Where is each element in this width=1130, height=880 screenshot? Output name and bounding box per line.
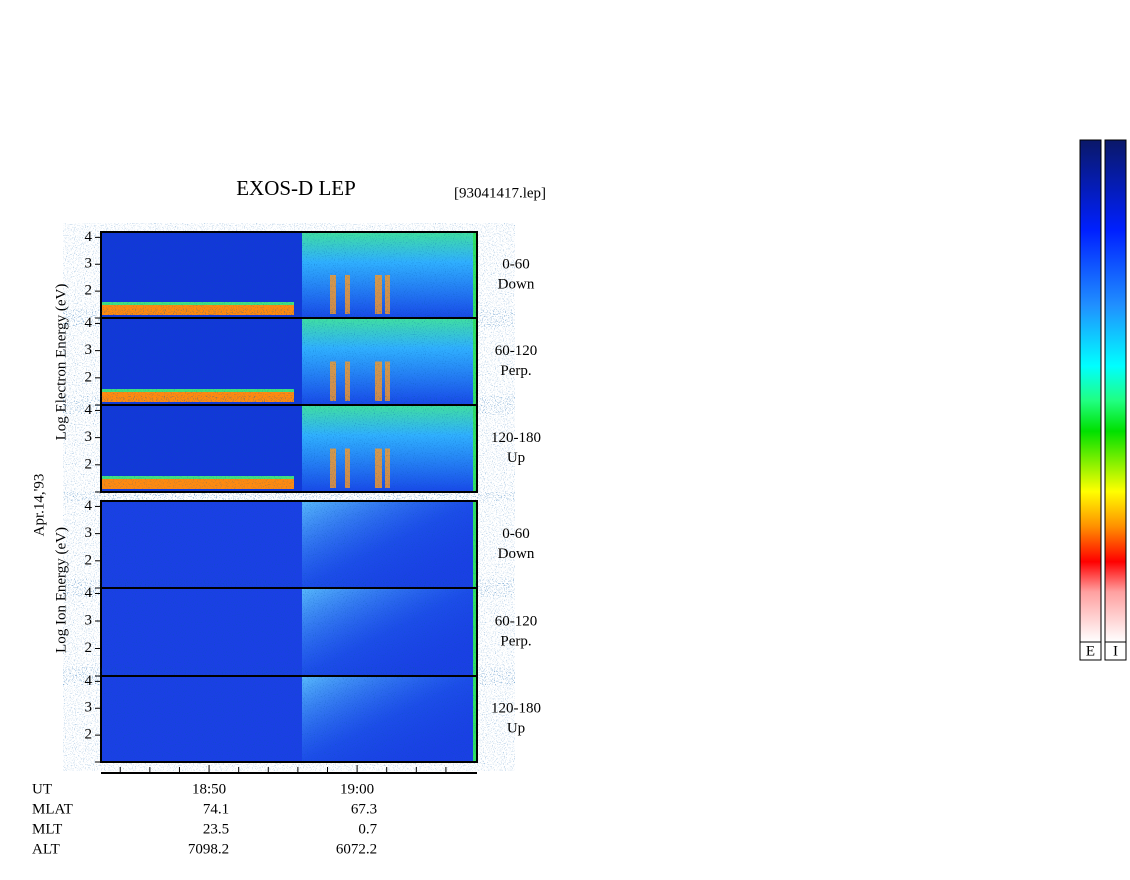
- orbit-label: MLT: [32, 821, 62, 837]
- spectrogram-noise: [101, 405, 477, 492]
- y-axis-label: Log Electron Energy (eV): [53, 284, 69, 441]
- y-tick-label: 2: [85, 727, 93, 743]
- orbit-value: 23.5: [203, 821, 229, 837]
- colorbar-label-box: [1104, 641, 1127, 661]
- colorbar: [1104, 139, 1127, 643]
- y-tick-label: 3: [85, 429, 93, 445]
- direction-label: Perp.: [500, 363, 531, 379]
- y-tick-label: 3: [85, 342, 93, 358]
- orbit-value: 6072.2: [336, 841, 377, 857]
- y-tick-label: 4: [85, 402, 93, 418]
- orbit-value: 67.3: [351, 801, 377, 817]
- x-axis-label: UT: [32, 781, 52, 797]
- spectrogram-noise: [101, 501, 477, 588]
- y-tick-label: 4: [85, 673, 93, 689]
- y-tick-label: 4: [85, 585, 93, 601]
- colorbar-label-box: [1079, 641, 1102, 661]
- y-tick-label: 3: [85, 700, 93, 716]
- colorbar-label: I: [1113, 643, 1118, 659]
- panel-frame: [100, 675, 478, 763]
- direction-label: Down: [498, 276, 535, 292]
- colorbars: E I: [1079, 139, 1127, 661]
- pitch-angle-label: 120-180: [491, 700, 541, 716]
- y-tick-label: 3: [85, 525, 93, 541]
- x-tick-label: 18:50: [192, 781, 226, 797]
- spectrogram-noise: [101, 318, 477, 405]
- direction-label: Up: [507, 450, 525, 466]
- spectrogram-noise: [101, 588, 477, 676]
- orbit-value: 74.1: [203, 801, 229, 817]
- x-tick-label: 19:00: [340, 781, 374, 797]
- orbit-value: 0.7: [358, 821, 377, 837]
- orbit-label: ALT: [32, 841, 60, 857]
- y-tick-label: 4: [85, 498, 93, 514]
- file-name: [93041417.lep]: [454, 185, 546, 201]
- y-tick-label: 4: [85, 229, 93, 245]
- panel-frame: [100, 404, 478, 493]
- pitch-angle-label: 60-120: [495, 343, 538, 359]
- colorbar-label: E: [1086, 643, 1095, 659]
- y-tick-label: 4: [85, 315, 93, 331]
- y-tick-label: 3: [85, 612, 93, 628]
- y-axis-label: Log Ion Energy (eV): [53, 527, 69, 653]
- y-tick-label: 2: [85, 640, 93, 656]
- date-label: Apr.14,'93: [31, 474, 47, 537]
- y-tick-label: 2: [85, 369, 93, 385]
- y-tick-label: 2: [85, 283, 93, 299]
- y-tick-label: 2: [85, 456, 93, 472]
- orbit-value: 7098.2: [188, 841, 229, 857]
- chart-title: EXOS-D LEP: [236, 176, 356, 200]
- y-tick-label: 2: [85, 552, 93, 568]
- direction-label: Perp.: [500, 633, 531, 649]
- spectrogram-noise: [101, 676, 477, 762]
- spectrogram-noise: [101, 232, 477, 318]
- orbit-label: MLAT: [32, 801, 73, 817]
- direction-label: Up: [507, 720, 525, 736]
- y-tick-label: 3: [85, 256, 93, 272]
- colorbar: [1079, 139, 1102, 643]
- pitch-angle-label: 0-60: [502, 256, 530, 272]
- pitch-angle-label: 0-60: [502, 526, 530, 542]
- pitch-angle-label: 120-180: [491, 430, 541, 446]
- pitch-angle-label: 60-120: [495, 613, 538, 629]
- direction-label: Down: [498, 546, 535, 562]
